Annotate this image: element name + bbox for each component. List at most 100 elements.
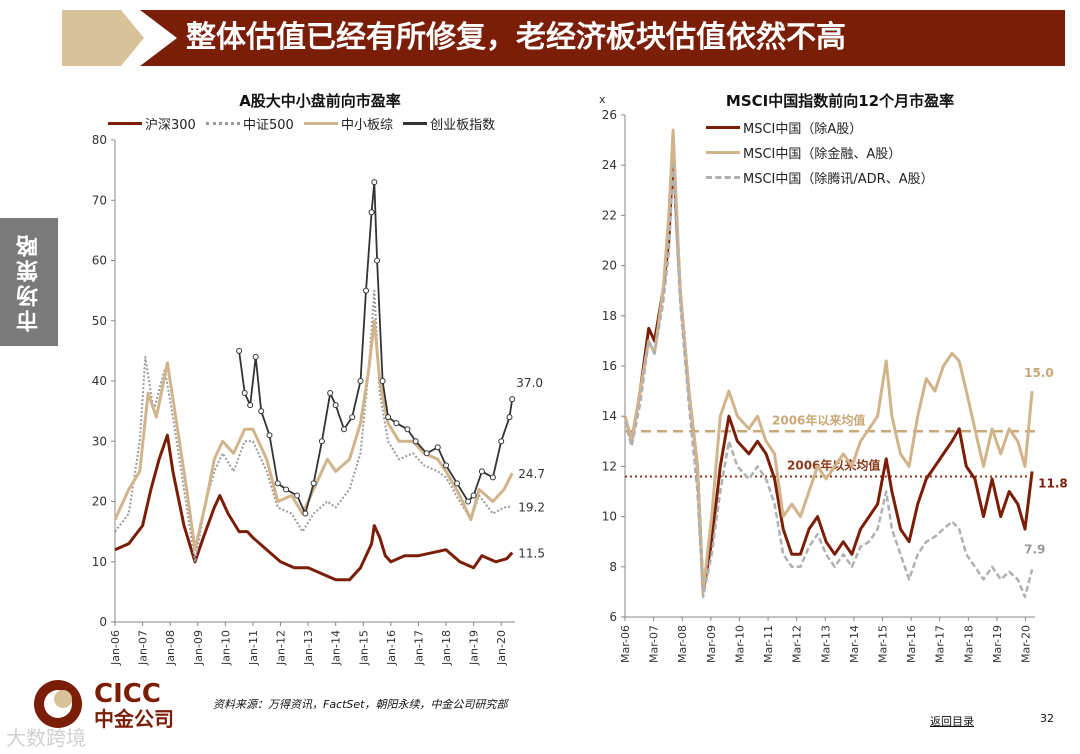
end-label-1: 19.2 — [518, 500, 545, 514]
series-3-point-36 — [509, 396, 516, 403]
chart1-plot: 0 10 20 30 40 50 60 70 80 Jan-06 Jan-07 Jan-08 Jan-0… — [92, 133, 545, 666]
x-tick-label-Mar-09: Mar-09 — [705, 625, 718, 663]
legend-item-msci-exa: MSCI中国（除A股） — [706, 118, 934, 137]
side-tab[interactable] — [0, 218, 58, 346]
chart1-legend: 沪深300 中证500 中小板综 创业板指数 — [108, 114, 501, 133]
series-3-point-8 — [294, 492, 301, 499]
chart2-title: MSCI中国指数前向12个月市盈率 — [725, 92, 955, 110]
y-tick-label-20: 20 — [602, 259, 617, 273]
series-3-point-16 — [357, 378, 364, 384]
end-label-0: 11.5 — [518, 547, 545, 561]
page-title: 整体估值已经有所修复，老经济板块估值依然不高 — [186, 20, 846, 55]
y-tick-label-18: 18 — [602, 309, 617, 323]
side-tab-label: 市场策略 — [16, 232, 42, 332]
series-3-point-5 — [266, 432, 273, 439]
series-3-point-29 — [454, 480, 461, 487]
series-3-point-14 — [340, 426, 347, 433]
back-to-contents-link[interactable]: 返回目录 — [930, 715, 974, 728]
end-label-3: 37.0 — [516, 376, 543, 390]
legend-label-hs300: 沪深300 — [145, 118, 196, 133]
x-tick-label-Jan-16: Jan-16 — [385, 630, 398, 666]
x-tick-label-Jan-18: Jan-18 — [440, 630, 453, 666]
page-number: 32 — [1040, 712, 1054, 725]
series-3-point-34 — [498, 438, 505, 445]
legend-swatch-zz500 — [205, 122, 240, 125]
series-3-point-4 — [258, 408, 265, 415]
y-tick-label-20: 20 — [92, 495, 107, 509]
x-tick-label-Mar-13: Mar-13 — [819, 625, 832, 663]
series-3-point-19 — [371, 179, 378, 186]
x-tick-label-Jan-08: Jan-08 — [164, 630, 177, 666]
series-line-2 — [623, 163, 1034, 599]
x-tick-label-Jan-20: Jan-20 — [495, 630, 508, 666]
legend-item-msci-extencent: MSCI中国（除腾讯/ADR、A股） — [706, 168, 934, 187]
y-tick-label-60: 60 — [92, 254, 107, 268]
reference-label-1: 2006年以来均值 — [787, 457, 880, 472]
legend-swatch-gem — [403, 122, 428, 125]
end-label-2: 24.7 — [518, 467, 545, 481]
series-3-point-17 — [363, 287, 370, 294]
series-3-point-12 — [327, 390, 334, 397]
legend-label-zz500: 中证500 — [242, 118, 294, 133]
series-3-point-11 — [318, 438, 325, 445]
series-3-point-7 — [283, 486, 290, 493]
series-3-point-26 — [423, 450, 430, 457]
end-label-1: 15.0 — [1024, 366, 1054, 380]
y-tick-label-16: 16 — [602, 359, 617, 373]
x-tick-label-Jan-11: Jan-11 — [247, 630, 260, 666]
chart2-legend: MSCI中国（除A股） MSCI中国（除金融、A股） MSCI中国（除腾讯/AD… — [706, 118, 940, 193]
banner-accent — [62, 10, 144, 66]
end-label-0: 11.8 — [1038, 476, 1068, 490]
y-tick-label-30: 30 — [92, 434, 107, 448]
cicc-logo: CICC 中金公司 — [16, 676, 216, 740]
legend-label-msci-exfin: MSCI中国（除金融、A股） — [743, 147, 902, 162]
legend-label-msci-exa: MSCI中国（除A股） — [743, 122, 863, 137]
x-tick-label-Jan-17: Jan-17 — [412, 630, 425, 666]
legend-item-hs300: 沪深300 — [108, 114, 196, 133]
y-tick-label-50: 50 — [92, 314, 107, 328]
legend-label-smb: 中小板综 — [340, 118, 393, 133]
x-tick-label-Mar-17: Mar-17 — [934, 625, 947, 663]
x-tick-label-Mar-08: Mar-08 — [676, 625, 689, 663]
series-3-point-35 — [506, 414, 513, 421]
legend-item-smb: 中小板综 — [303, 114, 393, 133]
legend-item-gem: 创业板指数 — [403, 114, 495, 133]
x-tick-label-Mar-10: Mar-10 — [733, 625, 746, 663]
legend-label-gem: 创业板指数 — [430, 118, 496, 133]
x-tick-label-Jan-15: Jan-15 — [357, 630, 370, 666]
x-tick-label-Mar-07: Mar-07 — [648, 625, 661, 663]
x-tick-label-Jan-06: Jan-06 — [109, 630, 122, 666]
y-tick-label-40: 40 — [92, 374, 107, 388]
legend-label-msci-extencent: MSCI中国（除腾讯/ADR、A股） — [743, 172, 934, 187]
series-3-point-28 — [443, 462, 450, 469]
series-3-point-27 — [434, 444, 441, 451]
series-3-point-24 — [404, 426, 411, 433]
series-line-2 — [113, 319, 514, 552]
end-label-2: 7.9 — [1024, 542, 1045, 556]
x-tick-label-Mar-18: Mar-18 — [962, 625, 975, 663]
series-3-point-0 — [236, 347, 243, 354]
series-3-point-32 — [478, 468, 485, 475]
y-tick-label-26: 26 — [602, 108, 617, 122]
series-3-point-20 — [374, 257, 381, 264]
x-tick-label-Jan-12: Jan-12 — [275, 630, 288, 666]
legend-swatch-msci-exa — [706, 126, 740, 129]
y-tick-label-80: 80 — [92, 133, 107, 147]
y-tick-label-14: 14 — [602, 409, 617, 423]
legend-swatch-msci-exfin — [706, 151, 740, 154]
series-3-point-10 — [310, 480, 317, 487]
x-tick-label-Jan-09: Jan-09 — [192, 630, 205, 666]
chart2-plot: 6 8 10 12 14 16 18 20 22 24 26 x Mar-06 Mar-07 Mar-08 M… — [599, 93, 1068, 663]
x-tick-label-Mar-12: Mar-12 — [791, 625, 804, 663]
series-3-point-23 — [393, 420, 400, 427]
series-3-point-18 — [368, 209, 375, 216]
source-note: 资料来源：万得资讯，FactSet，朝阳永续，中金公司研究部 — [213, 698, 508, 711]
series-3-point-1 — [241, 390, 248, 397]
x-tick-label-Mar-20: Mar-20 — [1020, 625, 1033, 663]
x-tick-label-Mar-11: Mar-11 — [762, 625, 775, 663]
x-tick-label-Mar-16: Mar-16 — [905, 625, 918, 663]
x-tick-label-Jan-10: Jan-10 — [219, 630, 232, 666]
series-line-1 — [114, 289, 513, 563]
title-banner — [140, 10, 1065, 66]
series-3-point-30 — [465, 498, 472, 505]
